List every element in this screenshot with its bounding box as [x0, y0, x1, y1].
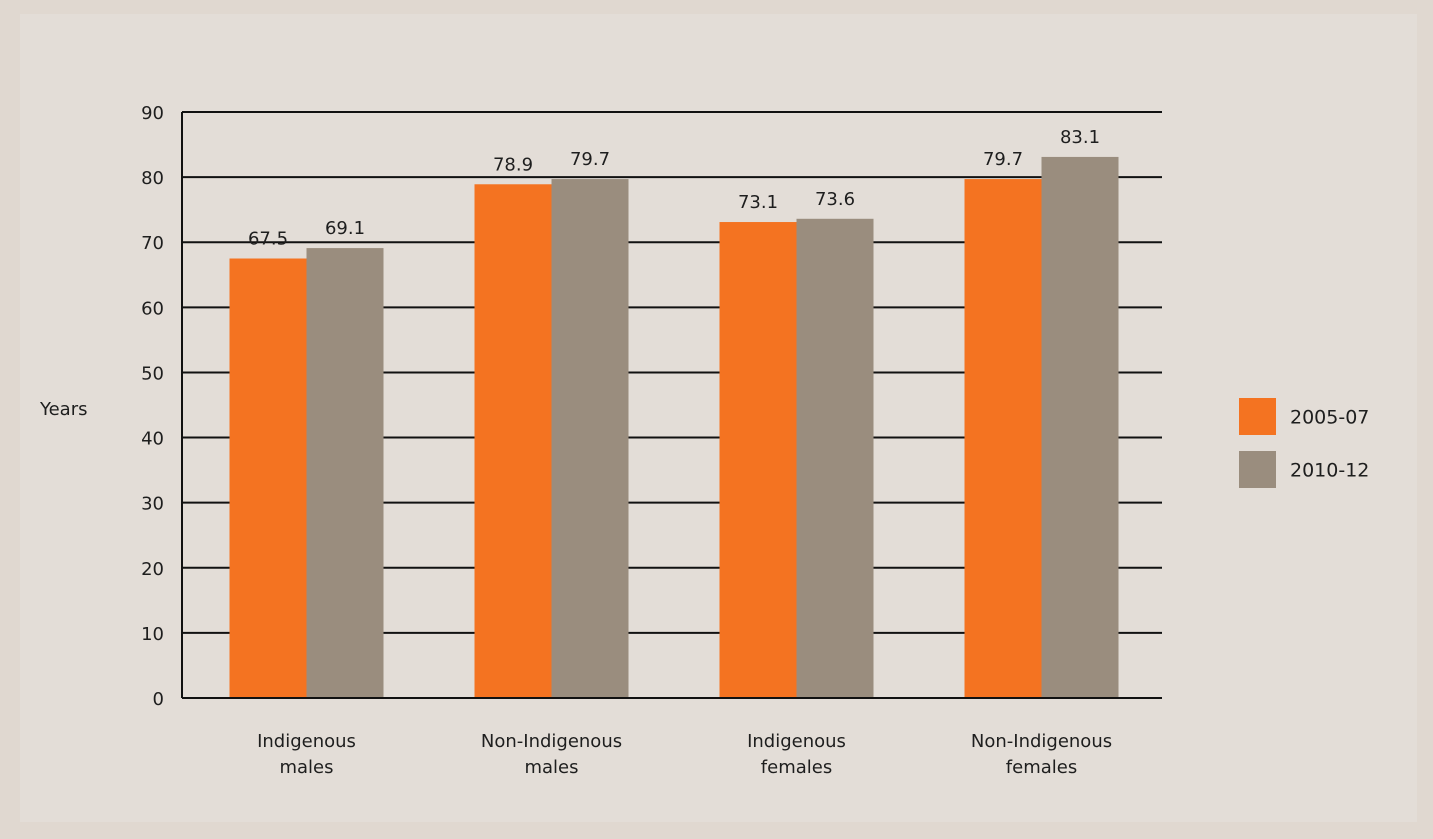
bar-2-1: [796, 218, 874, 698]
data-label-1-0: 78.9: [493, 154, 533, 175]
data-label-3-1: 83.1: [1060, 127, 1100, 148]
x-category-label-0-1: males: [279, 757, 333, 778]
data-label-2-0: 73.1: [738, 192, 778, 213]
data-label-0-0: 67.5: [248, 229, 288, 250]
x-category-label-2-0: Indigenous: [747, 731, 846, 752]
y-tick-label-60: 60: [141, 298, 164, 319]
bar-0-0: [229, 258, 307, 698]
bar-2-0: [719, 222, 797, 698]
y-tick-label-50: 50: [141, 363, 164, 384]
bar-1-1: [551, 179, 629, 698]
y-tick-label-80: 80: [141, 168, 164, 189]
axes: [181, 112, 1162, 699]
bar-3-1: [1041, 156, 1119, 699]
y-tick-label-30: 30: [141, 494, 164, 515]
labels: 0 10 20 30 40 50 60 70 80 90 67.5 69.1 Indigenous mal…: [141, 103, 1112, 778]
y-tick-label-40: 40: [141, 429, 164, 450]
x-category-label-1-1: males: [524, 757, 578, 778]
y-tick-label-20: 20: [141, 559, 164, 580]
x-category-label-0-0: Indigenous: [257, 731, 356, 752]
x-category-label-1-0: Non-Indigenous: [481, 731, 622, 752]
legend-swatch-1: [1239, 451, 1276, 488]
data-label-3-0: 79.7: [983, 149, 1023, 170]
bar-0-1: [306, 248, 384, 699]
x-category-label-3-0: Non-Indigenous: [971, 731, 1112, 752]
y-tick-label-10: 10: [141, 624, 164, 645]
x-category-label-2-1: females: [761, 757, 832, 778]
legend-label-1: 2010-12: [1290, 460, 1369, 482]
legend-label-0: 2005-07: [1290, 407, 1369, 429]
bar-3-0: [964, 179, 1042, 698]
legend-swatch-0: [1239, 398, 1276, 435]
data-label-2-1: 73.6: [815, 189, 855, 210]
y-tick-label-90: 90: [141, 103, 164, 124]
legend: 2005-07 2010-12: [1239, 398, 1369, 488]
data-label-1-1: 79.7: [570, 149, 610, 170]
y-tick-label-0: 0: [153, 689, 164, 710]
x-category-label-3-1: females: [1006, 757, 1077, 778]
y-axis-title: Years: [39, 399, 88, 420]
data-label-0-1: 69.1: [325, 218, 365, 239]
bar-1-0: [474, 184, 552, 699]
bars: [229, 156, 1119, 699]
y-tick-label-70: 70: [141, 233, 164, 254]
